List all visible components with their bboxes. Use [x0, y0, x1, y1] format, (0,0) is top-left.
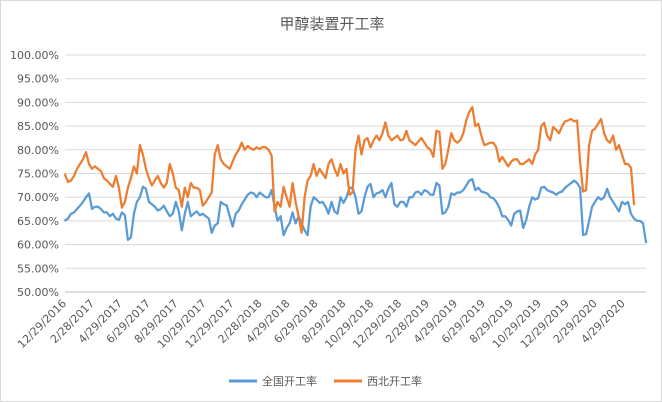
- legend: 全国开工率 西北开工率: [229, 374, 422, 388]
- y-tick-label: 90.00%: [17, 96, 59, 109]
- y-tick-label: 75.00%: [17, 168, 59, 181]
- series-line-0: [63, 178, 648, 244]
- chart-title: 甲醇装置开工率: [279, 15, 384, 33]
- y-tick-label: 95.00%: [17, 73, 59, 86]
- y-axis-tick-labels: 50.00% 55.00% 60.00% 65.00% 70.00% 75.00% 80.0…: [10, 49, 59, 299]
- y-tick-label: 100.00%: [10, 49, 59, 62]
- series-line-1: [63, 105, 636, 234]
- y-tick-label: 65.00%: [17, 215, 59, 228]
- y-tick-label: 60.00%: [17, 239, 59, 252]
- y-tick-label: 50.00%: [17, 286, 59, 299]
- y-tick-label: 70.00%: [17, 191, 59, 204]
- legend-label: 全国开工率: [262, 374, 317, 388]
- series-lines: [63, 105, 648, 244]
- x-axis-tick-labels: 12/29/20162/28/20174/29/20176/29/20178/2…: [15, 297, 628, 351]
- legend-label: 西北开工率: [367, 374, 422, 388]
- y-tick-label: 85.00%: [17, 120, 59, 133]
- gridlines: [65, 54, 646, 293]
- y-tick-label: 80.00%: [17, 144, 59, 157]
- y-tick-label: 55.00%: [17, 262, 59, 275]
